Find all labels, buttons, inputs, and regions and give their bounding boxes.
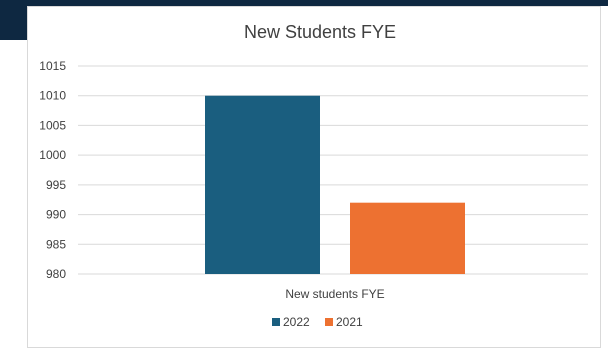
bar-2022 <box>205 95 320 274</box>
y-tick-label: 1015 <box>39 59 66 73</box>
y-axis: 980 985 990 995 1000 1005 1010 1015 <box>39 59 66 281</box>
y-tick-label: 1010 <box>39 89 66 103</box>
legend: 2022 2021 <box>272 315 363 329</box>
x-category-label: New students FYE <box>285 287 384 301</box>
bars <box>205 95 465 274</box>
y-tick-label: 985 <box>46 237 66 251</box>
header-band <box>0 0 608 6</box>
x-axis: New students FYE <box>285 287 384 301</box>
bar-2021 <box>350 202 465 274</box>
legend-label-2022: 2022 <box>283 315 310 329</box>
legend-swatch-2021 <box>325 318 333 326</box>
legend-swatch-2022 <box>272 318 280 326</box>
legend-label-2021: 2021 <box>336 315 363 329</box>
y-tick-label: 990 <box>46 208 66 222</box>
chart-title: New Students FYE <box>244 22 396 42</box>
y-tick-label: 980 <box>46 267 66 281</box>
y-tick-label: 1005 <box>39 118 66 132</box>
y-tick-label: 1000 <box>39 148 66 162</box>
y-tick-label: 995 <box>46 178 66 192</box>
gridlines <box>78 65 588 275</box>
corner-block <box>0 0 28 40</box>
